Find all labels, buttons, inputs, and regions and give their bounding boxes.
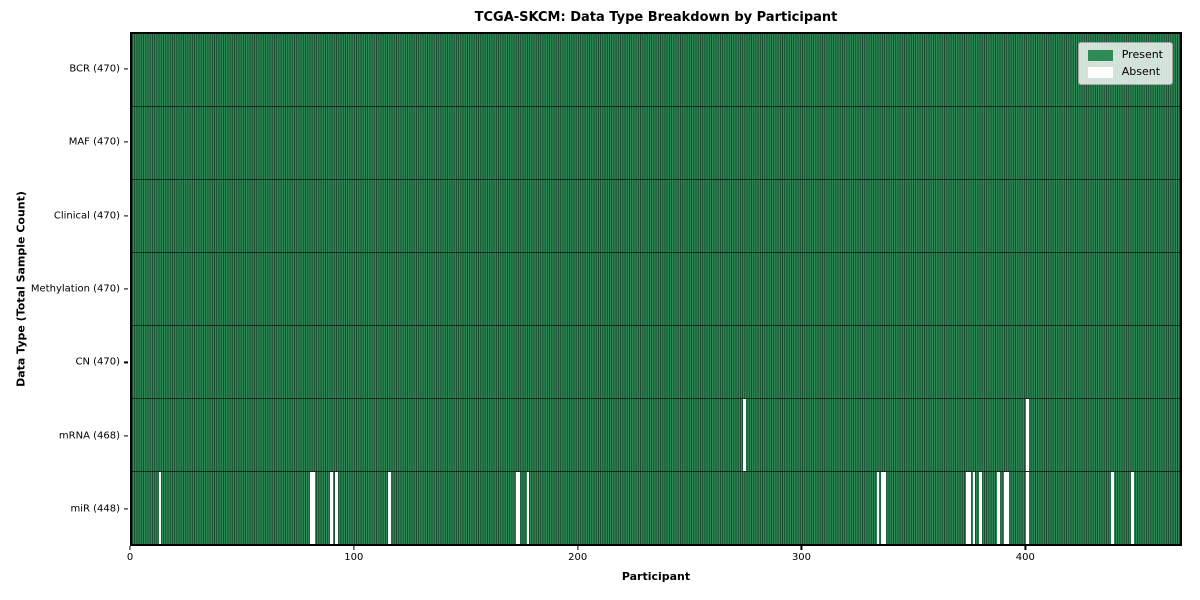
absent-marker xyxy=(1003,472,1007,544)
absent-marker xyxy=(968,472,971,544)
y-tick-label: Methylation (470) xyxy=(30,283,120,295)
absent-marker xyxy=(334,472,338,544)
x-tick-label: 200 xyxy=(568,552,588,563)
absent-marker xyxy=(310,472,313,544)
absent-marker xyxy=(1110,472,1114,544)
absent-marker xyxy=(158,472,162,544)
chart-title: TCGA-SKCM: Data Type Breakdown by Partic… xyxy=(474,10,838,25)
y-tick-mark xyxy=(124,508,128,510)
data-row-CN xyxy=(132,326,1180,399)
absent-marker xyxy=(1026,399,1029,471)
y-tick-label: CN (470) xyxy=(75,356,120,368)
y-tick-mark xyxy=(124,214,128,217)
data-row-mRNA xyxy=(132,399,1180,472)
absent-marker xyxy=(742,399,746,471)
x-axis-label: Participant xyxy=(621,570,691,583)
legend: Present Absent xyxy=(1077,42,1173,85)
y-tick-mark xyxy=(124,435,128,437)
absent-marker xyxy=(388,472,392,544)
absent-marker xyxy=(876,472,880,544)
x-tick-mark xyxy=(353,546,355,550)
absent-marker xyxy=(312,472,316,544)
y-tick-label: MAF (470) xyxy=(68,136,120,148)
absent-marker xyxy=(881,472,884,544)
y-tick-label: Clinical (470) xyxy=(53,210,120,222)
x-tick-mark xyxy=(129,546,131,550)
absent-marker xyxy=(965,472,969,544)
x-tick-mark xyxy=(800,546,803,550)
y-tick-mark xyxy=(124,288,128,290)
data-row-MAF xyxy=(132,107,1180,180)
x-tick-label: 100 xyxy=(344,552,364,563)
data-row-miR xyxy=(132,472,1180,544)
x-tick-mark xyxy=(1024,546,1026,550)
absent-marker xyxy=(526,472,530,544)
y-tick-mark xyxy=(124,141,128,143)
y-tick-mark xyxy=(124,361,128,364)
data-row-Clinical xyxy=(132,180,1180,253)
absent-marker xyxy=(1006,472,1009,544)
absent-marker xyxy=(883,472,887,544)
absent-marker xyxy=(515,472,519,544)
y-tick-mark xyxy=(124,68,128,70)
y-tick-label: miR (448) xyxy=(70,503,120,515)
legend-swatch-present xyxy=(1087,49,1113,61)
data-row-BCR xyxy=(132,34,1180,107)
data-row-Methylation xyxy=(132,253,1180,326)
plot-area: Present Absent xyxy=(130,32,1182,546)
y-tick-label: mRNA (468) xyxy=(58,430,120,442)
legend-item-absent: Absent xyxy=(1087,65,1163,78)
legend-label: Present xyxy=(1121,48,1163,61)
absent-marker xyxy=(997,472,1000,544)
y-tick-label: BCR (470) xyxy=(69,63,120,75)
legend-item-present: Present xyxy=(1087,48,1163,61)
absent-marker xyxy=(1026,472,1029,544)
absent-marker xyxy=(1130,472,1134,544)
x-tick-label: 0 xyxy=(126,552,134,563)
legend-swatch-absent xyxy=(1087,66,1113,78)
legend-label: Absent xyxy=(1121,65,1161,78)
absent-marker xyxy=(517,472,521,544)
absent-marker xyxy=(979,472,982,544)
absent-marker xyxy=(330,472,334,544)
x-tick-mark xyxy=(577,546,579,550)
x-tick-label: 300 xyxy=(791,552,812,563)
x-axis-tick-area: 0 100 200 300 400 xyxy=(126,546,1182,568)
absent-marker xyxy=(972,472,976,544)
x-tick-label: 400 xyxy=(1015,552,1035,563)
y-axis-tick-area: BCR (470) MAF (470) Clinical (470) Methylat… xyxy=(0,32,130,546)
